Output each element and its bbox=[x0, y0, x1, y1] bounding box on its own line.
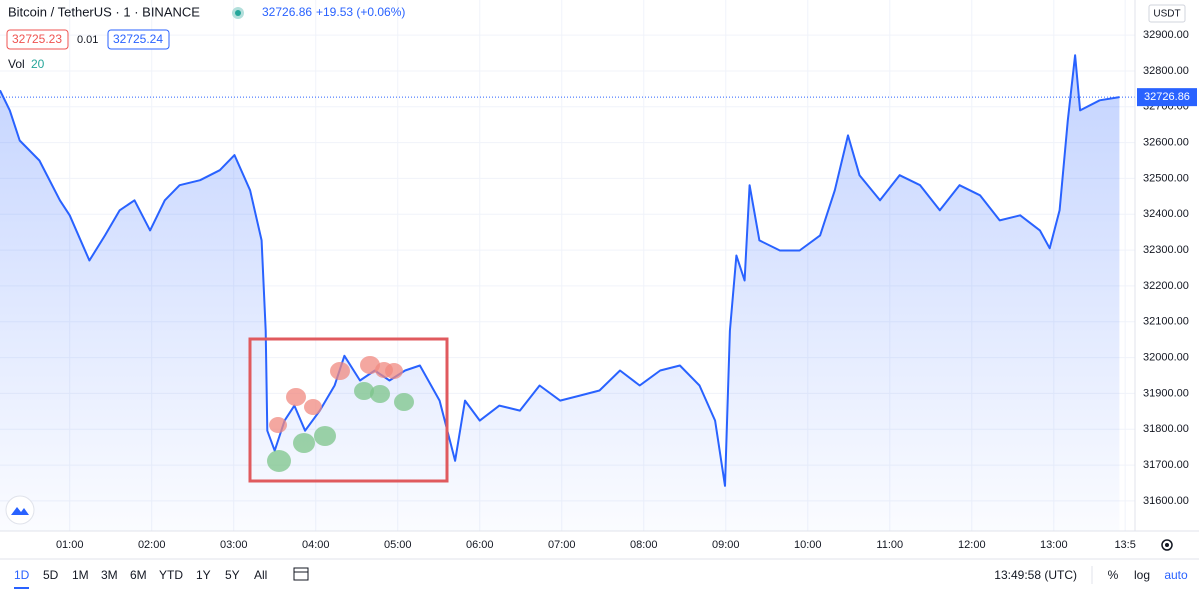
vol-value: 20 bbox=[31, 57, 45, 71]
change: +19.53 (+0.06%) bbox=[316, 5, 405, 19]
y-tick-label: 31700.00 bbox=[1143, 459, 1189, 471]
x-tick-label: 13:5 bbox=[1114, 539, 1135, 551]
scale-option[interactable]: auto bbox=[1164, 568, 1188, 582]
y-tick-label: 32400.00 bbox=[1143, 208, 1189, 220]
spread: 0.01 bbox=[77, 34, 98, 46]
green-marker bbox=[267, 450, 291, 472]
range-button[interactable]: 6M bbox=[130, 568, 147, 582]
currency-box[interactable] bbox=[1148, 4, 1186, 23]
bid-box[interactable] bbox=[6, 29, 69, 50]
quote: 32726.86 bbox=[262, 5, 312, 19]
price-axis bbox=[1135, 0, 1199, 531]
y-tick-label: 32100.00 bbox=[1143, 316, 1189, 328]
x-tick-label: 05:00 bbox=[384, 539, 412, 551]
x-tick-label: 09:00 bbox=[712, 539, 740, 551]
scale-option[interactable]: log bbox=[1134, 568, 1150, 582]
y-tick-label: 31900.00 bbox=[1143, 387, 1189, 399]
range-button[interactable]: 1Y bbox=[196, 568, 211, 582]
range-button[interactable]: 5D bbox=[43, 568, 59, 582]
red-marker bbox=[360, 356, 380, 374]
x-tick-label: 12:00 bbox=[958, 539, 986, 551]
clock: 13:49:58 (UTC) bbox=[994, 568, 1077, 582]
date-range-button[interactable] bbox=[293, 567, 309, 581]
x-tick-label: 11:00 bbox=[876, 539, 903, 551]
last-price-box bbox=[1137, 88, 1197, 107]
range-button[interactable]: 1M bbox=[72, 568, 89, 582]
y-tick-label: 32500.00 bbox=[1143, 172, 1189, 184]
y-tick-label: 32600.00 bbox=[1143, 137, 1189, 149]
highlight-box bbox=[248, 337, 449, 483]
logo[interactable] bbox=[5, 495, 35, 525]
range-button[interactable]: All bbox=[254, 568, 267, 582]
y-tick-label: 32000.00 bbox=[1143, 351, 1189, 363]
y-tick-label: 32900.00 bbox=[1143, 29, 1189, 41]
settings-icon bbox=[1165, 543, 1169, 547]
area-fill bbox=[0, 55, 1120, 531]
y-tick-label: 31600.00 bbox=[1143, 495, 1189, 507]
x-tick-label: 03:00 bbox=[220, 539, 248, 551]
x-tick-label: 08:00 bbox=[630, 539, 658, 551]
x-tick-label: 10:00 bbox=[794, 539, 822, 551]
price-line bbox=[0, 54, 1120, 487]
symbol: Bitcoin / TetherUS · 1 · BINANCE bbox=[8, 4, 200, 19]
x-tick-label: 06:00 bbox=[466, 539, 494, 551]
green-marker bbox=[293, 433, 315, 453]
red-marker bbox=[330, 362, 350, 380]
y-tick-label: 31800.00 bbox=[1143, 423, 1189, 435]
y-tick-label: 32200.00 bbox=[1143, 280, 1189, 292]
ask-box[interactable] bbox=[107, 29, 170, 50]
status-dot bbox=[235, 10, 241, 16]
range-button[interactable]: 5Y bbox=[225, 568, 240, 582]
x-tick-label: 04:00 bbox=[302, 539, 330, 551]
bid: 32725.23 bbox=[12, 32, 62, 46]
range-button[interactable]: 3M bbox=[101, 568, 118, 582]
scale-option[interactable]: % bbox=[1108, 568, 1119, 582]
settings-button[interactable] bbox=[1161, 539, 1173, 551]
green-marker bbox=[370, 385, 390, 403]
red-marker bbox=[304, 399, 322, 415]
y-tick-label: 32800.00 bbox=[1143, 65, 1189, 77]
x-tick-label: 07:00 bbox=[548, 539, 576, 551]
last-price-label: 32726.86 bbox=[1144, 91, 1190, 103]
red-marker bbox=[385, 363, 403, 379]
range-button[interactable]: 1D bbox=[14, 568, 30, 582]
vol-label: Vol bbox=[8, 57, 25, 71]
annotations bbox=[248, 337, 449, 483]
range-button[interactable]: YTD bbox=[159, 568, 183, 582]
x-tick-label: 01:00 bbox=[56, 539, 84, 551]
currency: USDT bbox=[1153, 9, 1180, 20]
y-tick-label: 32300.00 bbox=[1143, 244, 1189, 256]
green-marker bbox=[314, 426, 336, 446]
red-marker bbox=[269, 417, 287, 433]
x-tick-label: 13:00 bbox=[1040, 539, 1068, 551]
red-marker bbox=[286, 388, 306, 406]
ask: 32725.24 bbox=[113, 32, 163, 46]
green-marker bbox=[394, 393, 414, 411]
logo-icon bbox=[11, 507, 29, 515]
green-marker bbox=[354, 382, 374, 400]
x-tick-label: 02:00 bbox=[138, 539, 166, 551]
